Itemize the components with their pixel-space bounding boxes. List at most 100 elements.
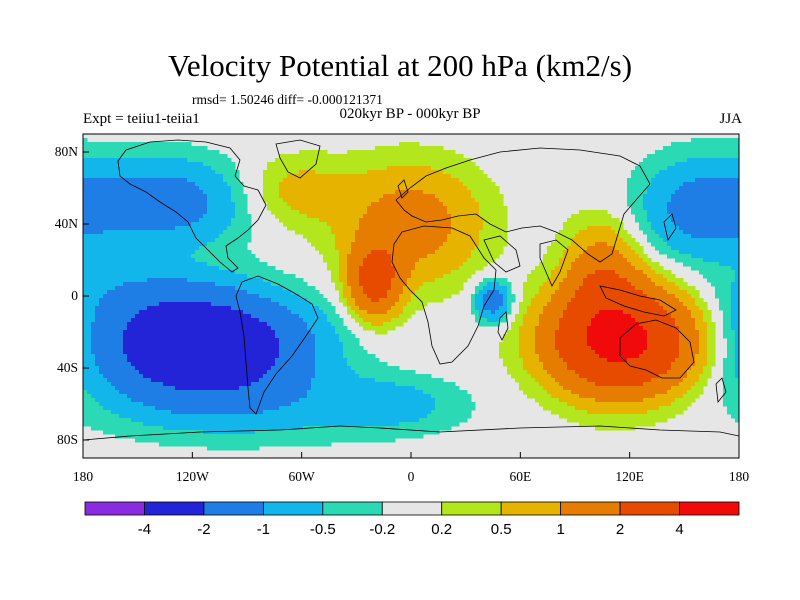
contour-cell bbox=[355, 338, 360, 343]
contour-cell bbox=[235, 278, 240, 283]
contour-cell bbox=[267, 402, 272, 407]
contour-cell bbox=[187, 410, 192, 415]
contour-cell bbox=[335, 154, 340, 159]
contour-cell bbox=[339, 286, 344, 291]
contour-cell bbox=[319, 362, 324, 367]
contour-cell bbox=[171, 342, 176, 347]
contour-cell bbox=[119, 262, 124, 267]
contour-cell bbox=[363, 318, 368, 323]
contour-cell bbox=[147, 190, 152, 195]
contour-cell bbox=[299, 290, 304, 295]
contour-cell bbox=[299, 306, 304, 311]
contour-cell bbox=[159, 422, 164, 427]
contour-cell bbox=[283, 386, 288, 391]
contour-cell bbox=[199, 326, 204, 331]
contour-cell bbox=[167, 318, 172, 323]
contour-cell bbox=[343, 434, 348, 439]
contour-cell bbox=[215, 382, 220, 387]
contour-cell bbox=[83, 394, 88, 399]
contour-cell bbox=[363, 170, 368, 175]
contour-cell bbox=[275, 346, 280, 351]
contour-cell bbox=[147, 386, 152, 391]
contour-cell bbox=[199, 150, 204, 155]
contour-cell bbox=[103, 170, 108, 175]
contour-cell bbox=[275, 294, 280, 299]
contour-cell bbox=[179, 246, 184, 251]
contour-cell bbox=[87, 242, 92, 247]
contour-cell bbox=[351, 354, 356, 359]
contour-cell bbox=[359, 410, 364, 415]
contour-cell bbox=[127, 314, 132, 319]
contour-cell bbox=[159, 370, 164, 375]
contour-cell bbox=[351, 410, 356, 415]
contour-cell bbox=[179, 202, 184, 207]
contour-cell bbox=[311, 402, 316, 407]
contour-cell bbox=[331, 174, 336, 179]
contour-cell bbox=[303, 374, 308, 379]
contour-cell bbox=[119, 282, 124, 287]
contour-cell bbox=[347, 162, 352, 167]
contour-cell bbox=[299, 394, 304, 399]
contour-cell bbox=[371, 170, 376, 175]
contour-cell bbox=[327, 162, 332, 167]
contour-cell bbox=[319, 402, 324, 407]
contour-cell bbox=[279, 314, 284, 319]
contour-cell bbox=[135, 170, 140, 175]
contour-cell bbox=[343, 370, 348, 375]
contour-cell bbox=[207, 278, 212, 283]
contour-cell bbox=[231, 198, 236, 203]
contour-cell bbox=[207, 362, 212, 367]
contour-cell bbox=[307, 198, 312, 203]
contour-cell bbox=[371, 250, 376, 255]
contour-cell bbox=[359, 254, 364, 259]
contour-cell bbox=[151, 286, 156, 291]
contour-cell bbox=[135, 206, 140, 211]
contour-cell bbox=[227, 218, 232, 223]
contour-cell bbox=[283, 198, 288, 203]
contour-cell bbox=[159, 346, 164, 351]
contour-cell bbox=[87, 370, 92, 375]
contour-cell bbox=[287, 206, 292, 211]
contour-cell bbox=[139, 202, 144, 207]
contour-cell bbox=[163, 286, 168, 291]
contour-cell bbox=[227, 386, 232, 391]
contour-cell bbox=[219, 322, 224, 327]
contour-cell bbox=[311, 186, 316, 191]
contour-cell bbox=[355, 258, 360, 263]
contour-cell bbox=[175, 322, 180, 327]
contour-cell bbox=[115, 382, 120, 387]
contour-cell bbox=[163, 318, 168, 323]
contour-cell bbox=[283, 326, 288, 331]
contour-cell bbox=[171, 322, 176, 327]
contour-cell bbox=[123, 146, 128, 151]
contour-cell bbox=[195, 210, 200, 215]
contour-cell bbox=[191, 218, 196, 223]
contour-cell bbox=[299, 378, 304, 383]
contour-cell bbox=[307, 238, 312, 243]
contour-cell bbox=[355, 306, 360, 311]
contour-cell bbox=[215, 386, 220, 391]
contour-cell bbox=[99, 406, 104, 411]
contour-cell bbox=[155, 186, 160, 191]
contour-cell bbox=[359, 374, 364, 379]
contour-cell bbox=[239, 438, 244, 443]
contour-cell bbox=[191, 154, 196, 159]
contour-cell bbox=[367, 290, 372, 295]
contour-cell bbox=[295, 362, 300, 367]
contour-cell bbox=[191, 410, 196, 415]
contour-cell bbox=[343, 190, 348, 195]
contour-cell bbox=[335, 362, 340, 367]
contour-cell bbox=[127, 190, 132, 195]
contour-cell bbox=[219, 274, 224, 279]
contour-cell bbox=[103, 378, 108, 383]
contour-cell bbox=[203, 298, 208, 303]
contour-cell bbox=[207, 166, 212, 171]
contour-cell bbox=[231, 394, 236, 399]
contour-cell bbox=[199, 386, 204, 391]
contour-cell bbox=[107, 174, 112, 179]
contour-cell bbox=[359, 190, 364, 195]
contour-cell bbox=[275, 414, 280, 419]
contour-cell bbox=[139, 382, 144, 387]
contour-cell bbox=[323, 406, 328, 411]
contour-cell bbox=[243, 214, 248, 219]
